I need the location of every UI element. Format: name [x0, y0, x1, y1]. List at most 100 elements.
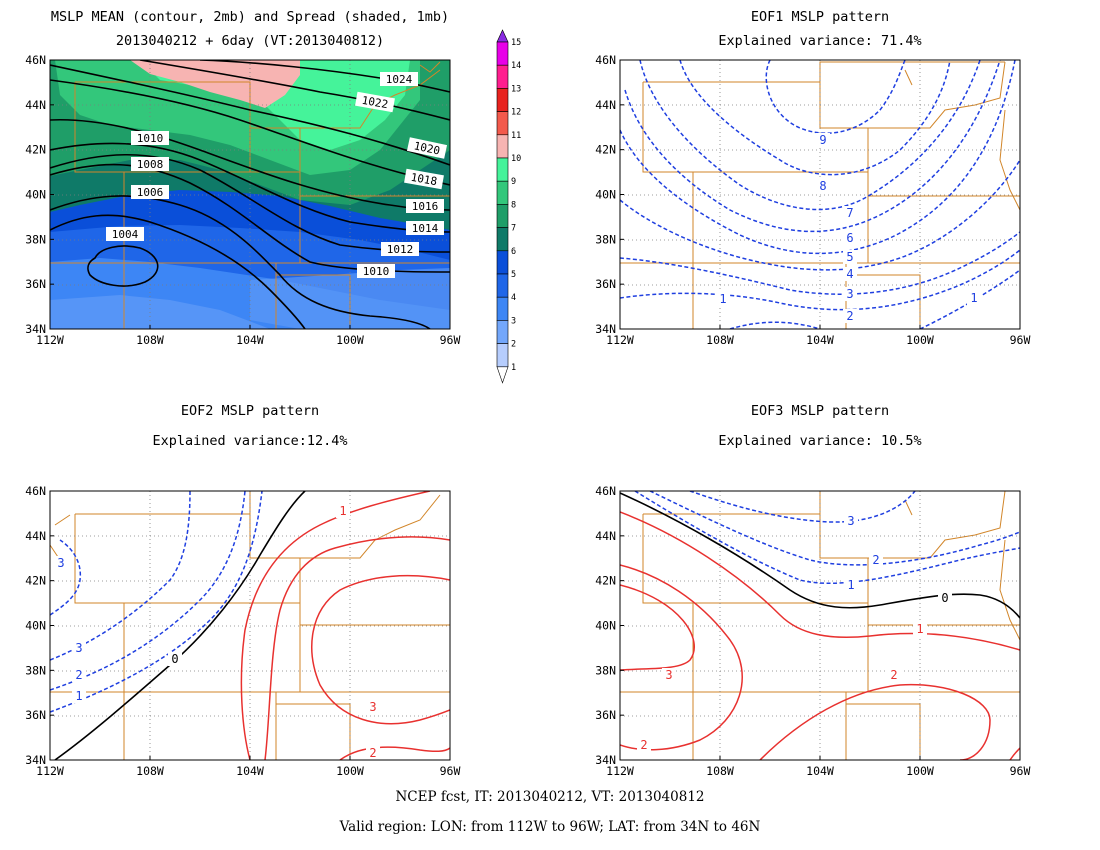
- lat-tick-label: 44N: [595, 98, 616, 112]
- lat-tick-label: 40N: [595, 619, 616, 633]
- lat-tick-label: 46N: [595, 484, 616, 498]
- lat-tick-label: 38N: [25, 232, 46, 246]
- lat-tick-label: 36N: [595, 277, 616, 291]
- eof3-title: EOF3 MSLP pattern: [750, 403, 890, 419]
- contour-label: 2: [890, 668, 897, 682]
- contour-label: 9: [819, 133, 826, 147]
- contour-label: 5: [846, 250, 853, 264]
- contour-label: 3: [369, 700, 376, 714]
- lon-tick-label: 112W: [36, 764, 64, 778]
- contour-label: 1: [719, 292, 726, 306]
- lat-tick-label: 38N: [25, 663, 46, 677]
- colorbar-label: 6: [511, 247, 516, 257]
- eof2-positive-contours: [240, 491, 450, 760]
- lat-tick-label: 44N: [25, 529, 46, 543]
- contour-label: 0: [941, 591, 948, 605]
- lat-tick-label: 36N: [595, 708, 616, 722]
- footer-valid-region: Valid region: LON: from 112W to 96W; LAT…: [339, 819, 761, 835]
- colorbar-label: 8: [511, 200, 516, 210]
- lon-tick-label: 96W: [1010, 764, 1031, 778]
- contour-label: 1018: [410, 171, 438, 188]
- eof1-grid-lines: [620, 60, 1020, 329]
- colorbar-swatch: [496, 273, 509, 298]
- contour-label: 3: [846, 287, 853, 301]
- eof2-negative-contours: [50, 491, 263, 713]
- lat-tick-label: 44N: [25, 98, 46, 112]
- eof2-zero-contour: [54, 491, 306, 760]
- contour-label: 7: [846, 206, 853, 220]
- lat-tick-label: 46N: [595, 53, 616, 67]
- colorbar-swatch: [496, 157, 509, 182]
- lon-tick-label: 100W: [906, 333, 934, 347]
- contour-label: 3: [75, 641, 82, 655]
- contour-label: 3: [847, 514, 854, 528]
- colorbar-swatch: [496, 227, 509, 252]
- mean-subtitle: 2013040212 + 6day (VT:2013040812): [115, 33, 385, 49]
- colorbar-label: 10: [511, 154, 521, 164]
- contour-label: 2: [640, 738, 647, 752]
- colorbar-top-arrow: [496, 29, 509, 43]
- lon-tick-label: 100W: [336, 764, 364, 778]
- lon-tick-label: 96W: [440, 764, 461, 778]
- lon-tick-label: 112W: [606, 333, 634, 347]
- contour-label: 1: [339, 504, 346, 518]
- colorbar-swatch: [496, 343, 509, 368]
- lon-tick-label: 108W: [706, 333, 734, 347]
- eof1-title: EOF1 MSLP pattern: [750, 9, 890, 25]
- colorbar-label: 4: [511, 293, 516, 303]
- contour-label: 1016: [412, 200, 439, 213]
- contour-label: 1024: [386, 73, 413, 86]
- eof2-grid-lines: [50, 491, 450, 760]
- colorbar-swatch: [496, 41, 509, 66]
- lat-tick-label: 38N: [595, 232, 616, 246]
- grid-lines: [50, 60, 450, 329]
- lat-tick-label: 34N: [595, 322, 616, 336]
- lat-tick-label: 34N: [25, 753, 46, 767]
- contour-label: 1004: [112, 228, 139, 241]
- colorbar-swatch: [496, 296, 509, 321]
- colorbar-swatch: [496, 88, 509, 112]
- lon-tick-label: 96W: [1010, 333, 1031, 347]
- contour-label: 2: [846, 309, 853, 323]
- colorbar-swatch: [496, 134, 509, 159]
- lat-tick-label: 44N: [595, 529, 616, 543]
- colorbar-label: 2: [511, 340, 516, 350]
- lat-tick-label: 38N: [595, 663, 616, 677]
- colorbar-label: 11: [511, 131, 521, 141]
- contour-label: 1014: [412, 222, 439, 235]
- eof2-contour-labels: 3 3 2 1 0 1 3 2: [54, 504, 380, 760]
- lat-tick-label: 46N: [25, 53, 46, 67]
- lon-tick-label: 104W: [236, 333, 264, 347]
- lon-tick-label: 100W: [336, 333, 364, 347]
- contour-label: 3: [665, 668, 672, 682]
- colorbar-label: 12: [511, 108, 521, 118]
- lat-tick-label: 42N: [25, 574, 46, 588]
- eof1-subtitle: Explained variance: 71.4%: [718, 33, 922, 49]
- eof3-subtitle: Explained variance: 10.5%: [718, 433, 922, 449]
- lat-tick-label: 40N: [25, 188, 46, 202]
- contour-label: 1: [916, 622, 923, 636]
- contour-label: 1022: [361, 94, 389, 111]
- eof2-title: EOF2 MSLP pattern: [180, 403, 320, 419]
- colorbar-label: 9: [511, 177, 516, 187]
- eof1-contours: [620, 60, 1020, 329]
- footer-forecast-info: NCEP fcst, IT: 2013040212, VT: 201304081…: [395, 789, 705, 805]
- contour-label: 6: [846, 231, 853, 245]
- contour-label: 3: [57, 556, 64, 570]
- lat-tick-label: 40N: [595, 188, 616, 202]
- spread-colorbar: 15 14 13 12 11 10 9 8 7 6 5 4 3 2 1: [496, 29, 521, 384]
- contour-label: 2: [872, 553, 879, 567]
- eof3-negative-contours: [634, 491, 1020, 584]
- contour-label: 1006: [137, 186, 164, 199]
- lon-tick-label: 108W: [706, 764, 734, 778]
- lat-tick-label: 36N: [25, 708, 46, 722]
- contour-label: 1012: [387, 243, 414, 256]
- contour-label: 1: [847, 578, 854, 592]
- contour-label: 1010: [363, 265, 390, 278]
- colorbar-label: 13: [511, 84, 521, 94]
- contour-label: 4: [846, 267, 853, 281]
- lon-tick-label: 100W: [906, 764, 934, 778]
- colorbar-swatch: [496, 111, 509, 136]
